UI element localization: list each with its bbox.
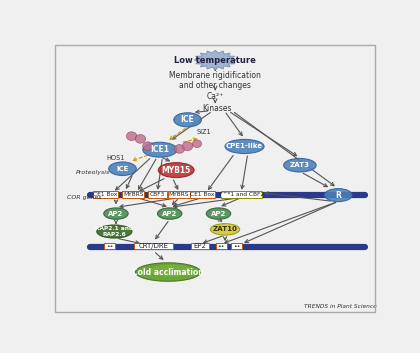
Ellipse shape	[284, 158, 316, 172]
Text: R: R	[335, 191, 341, 199]
Ellipse shape	[143, 142, 177, 157]
Text: RAP2.1 and
RAP2.6: RAP2.1 and RAP2.6	[95, 226, 134, 237]
Text: MYBRS: MYBRS	[123, 192, 144, 197]
Text: Proteolysis: Proteolysis	[76, 170, 110, 175]
Ellipse shape	[225, 139, 264, 154]
FancyBboxPatch shape	[215, 244, 227, 250]
Text: COR genes: COR genes	[67, 195, 102, 201]
Circle shape	[182, 142, 193, 150]
Ellipse shape	[148, 264, 195, 277]
FancyBboxPatch shape	[231, 244, 242, 250]
Text: ZAT10: ZAT10	[213, 226, 237, 232]
FancyBboxPatch shape	[122, 191, 144, 198]
FancyBboxPatch shape	[134, 244, 173, 250]
Text: ZAT3: ZAT3	[290, 162, 310, 168]
Text: ICE1: ICE1	[150, 145, 169, 154]
FancyBboxPatch shape	[191, 244, 209, 250]
FancyBboxPatch shape	[104, 244, 116, 250]
Text: ICE: ICE	[116, 166, 129, 172]
Text: TRENDS in Plant Science: TRENDS in Plant Science	[304, 304, 377, 309]
Text: CBF1 and CBF2: CBF1 and CBF2	[219, 192, 264, 197]
Text: EP2: EP2	[194, 244, 206, 250]
Ellipse shape	[97, 225, 132, 238]
Ellipse shape	[325, 189, 352, 202]
Text: HOS1: HOS1	[107, 155, 125, 161]
FancyBboxPatch shape	[189, 191, 215, 198]
Ellipse shape	[210, 224, 240, 235]
Ellipse shape	[206, 208, 231, 219]
Circle shape	[192, 140, 202, 148]
Text: ••: ••	[218, 244, 225, 249]
Ellipse shape	[158, 208, 182, 219]
FancyBboxPatch shape	[168, 191, 190, 198]
Text: ••: ••	[233, 244, 240, 249]
Text: CPE1-like: CPE1-like	[226, 143, 263, 149]
PathPatch shape	[194, 50, 236, 70]
Text: Membrane rigidification
and other changes: Membrane rigidification and other change…	[169, 71, 261, 90]
Text: CBF3: CBF3	[150, 192, 165, 197]
FancyBboxPatch shape	[221, 191, 262, 198]
Text: Cold acclimation: Cold acclimation	[132, 268, 204, 276]
Text: CRT/DRE: CRT/DRE	[139, 244, 168, 250]
Text: SIZ1: SIZ1	[197, 128, 211, 134]
Text: Ca²⁺: Ca²⁺	[207, 92, 224, 101]
Circle shape	[135, 134, 146, 143]
Ellipse shape	[136, 263, 201, 281]
Text: AP2: AP2	[162, 211, 177, 217]
FancyBboxPatch shape	[92, 191, 118, 198]
Ellipse shape	[109, 162, 136, 175]
Text: AP2: AP2	[108, 211, 123, 217]
Text: AP2: AP2	[211, 211, 226, 217]
FancyBboxPatch shape	[147, 191, 167, 198]
Circle shape	[143, 142, 153, 150]
Circle shape	[174, 145, 185, 153]
Text: Low temperature: Low temperature	[174, 55, 256, 65]
Circle shape	[126, 132, 137, 140]
Text: CE1 Box: CE1 Box	[190, 192, 215, 197]
Ellipse shape	[104, 208, 128, 219]
Ellipse shape	[174, 113, 202, 127]
Text: CE1 Box: CE1 Box	[93, 192, 118, 197]
Ellipse shape	[158, 163, 194, 178]
Text: ICE: ICE	[181, 115, 194, 124]
Text: ••: ••	[106, 244, 113, 249]
Text: Kinases: Kinases	[202, 104, 231, 113]
Text: MYB15: MYB15	[162, 166, 191, 175]
Text: MYBRS: MYBRS	[168, 192, 189, 197]
